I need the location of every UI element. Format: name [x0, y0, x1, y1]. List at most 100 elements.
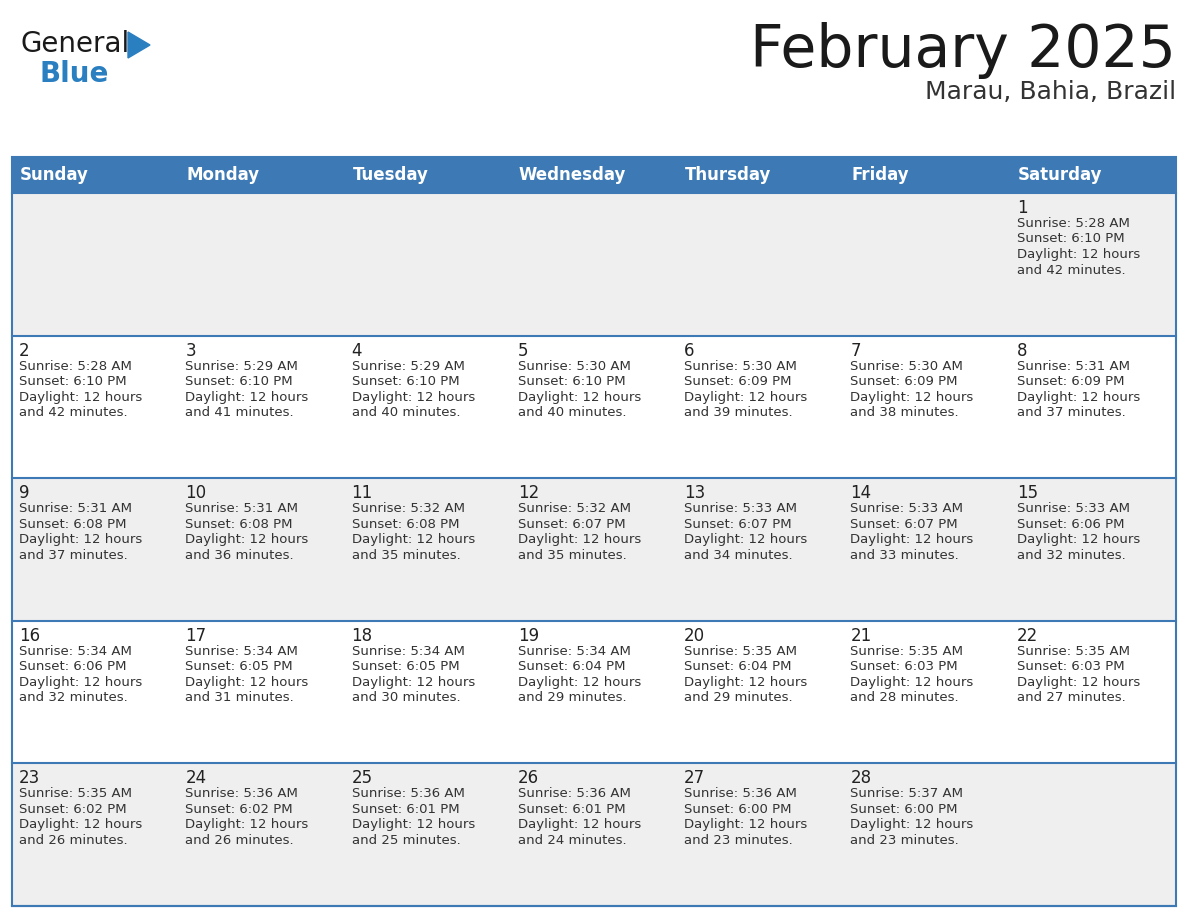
Text: Sunset: 6:10 PM: Sunset: 6:10 PM [185, 375, 293, 388]
Text: Sunrise: 5:36 AM: Sunrise: 5:36 AM [684, 788, 797, 800]
Text: Sunset: 6:00 PM: Sunset: 6:00 PM [851, 803, 958, 816]
Text: General: General [20, 30, 129, 58]
Text: Sunrise: 5:34 AM: Sunrise: 5:34 AM [518, 644, 631, 658]
Text: and 34 minutes.: and 34 minutes. [684, 549, 792, 562]
Text: Sunset: 6:09 PM: Sunset: 6:09 PM [851, 375, 958, 388]
Bar [12, 478, 1176, 621]
Text: 1: 1 [1017, 199, 1028, 217]
Text: 5: 5 [518, 341, 529, 360]
Text: and 28 minutes.: and 28 minutes. [851, 691, 959, 704]
Text: Sunset: 6:07 PM: Sunset: 6:07 PM [518, 518, 626, 531]
Text: Daylight: 12 hours: Daylight: 12 hours [352, 390, 475, 404]
Text: 20: 20 [684, 627, 706, 644]
Text: Daylight: 12 hours: Daylight: 12 hours [352, 533, 475, 546]
Text: Daylight: 12 hours: Daylight: 12 hours [684, 819, 808, 832]
Text: Sunrise: 5:35 AM: Sunrise: 5:35 AM [1017, 644, 1130, 658]
Text: and 27 minutes.: and 27 minutes. [1017, 691, 1125, 704]
Text: Sunrise: 5:30 AM: Sunrise: 5:30 AM [684, 360, 797, 373]
Text: 2: 2 [19, 341, 30, 360]
Text: and 39 minutes.: and 39 minutes. [684, 406, 792, 420]
Text: 23: 23 [19, 769, 40, 788]
Text: Daylight: 12 hours: Daylight: 12 hours [352, 676, 475, 688]
Text: Sunset: 6:09 PM: Sunset: 6:09 PM [1017, 375, 1124, 388]
Text: Sunrise: 5:30 AM: Sunrise: 5:30 AM [851, 360, 963, 373]
Text: Marau, Bahia, Brazil: Marau, Bahia, Brazil [925, 80, 1176, 104]
Text: Sunset: 6:07 PM: Sunset: 6:07 PM [684, 518, 791, 531]
Text: Sunrise: 5:34 AM: Sunrise: 5:34 AM [352, 644, 465, 658]
Text: Sunset: 6:03 PM: Sunset: 6:03 PM [1017, 660, 1124, 673]
Text: Sunrise: 5:33 AM: Sunrise: 5:33 AM [851, 502, 963, 515]
Text: 18: 18 [352, 627, 373, 644]
Text: 10: 10 [185, 484, 207, 502]
Text: Daylight: 12 hours: Daylight: 12 hours [1017, 676, 1140, 688]
Text: Daylight: 12 hours: Daylight: 12 hours [851, 819, 974, 832]
Text: Sunset: 6:01 PM: Sunset: 6:01 PM [352, 803, 460, 816]
Text: Sunday: Sunday [20, 166, 89, 184]
Text: and 29 minutes.: and 29 minutes. [684, 691, 792, 704]
Text: Sunrise: 5:29 AM: Sunrise: 5:29 AM [352, 360, 465, 373]
Bar [12, 157, 1176, 193]
Polygon shape [128, 32, 150, 58]
Text: Sunrise: 5:37 AM: Sunrise: 5:37 AM [851, 788, 963, 800]
Text: Sunset: 6:10 PM: Sunset: 6:10 PM [1017, 232, 1124, 245]
Text: and 37 minutes.: and 37 minutes. [19, 549, 128, 562]
Text: Sunrise: 5:36 AM: Sunrise: 5:36 AM [185, 788, 298, 800]
Text: Sunrise: 5:36 AM: Sunrise: 5:36 AM [518, 788, 631, 800]
Text: and 26 minutes.: and 26 minutes. [185, 834, 293, 847]
Text: 3: 3 [185, 341, 196, 360]
Text: and 41 minutes.: and 41 minutes. [185, 406, 293, 420]
Text: Sunset: 6:02 PM: Sunset: 6:02 PM [185, 803, 293, 816]
Text: 4: 4 [352, 341, 362, 360]
Text: and 40 minutes.: and 40 minutes. [352, 406, 460, 420]
Text: 8: 8 [1017, 341, 1028, 360]
Text: 11: 11 [352, 484, 373, 502]
Text: Blue: Blue [40, 60, 109, 88]
Text: Sunset: 6:09 PM: Sunset: 6:09 PM [684, 375, 791, 388]
Text: Sunset: 6:06 PM: Sunset: 6:06 PM [1017, 518, 1124, 531]
Text: Daylight: 12 hours: Daylight: 12 hours [19, 676, 143, 688]
Bar [12, 621, 1176, 764]
Text: Sunset: 6:10 PM: Sunset: 6:10 PM [19, 375, 127, 388]
Text: and 23 minutes.: and 23 minutes. [851, 834, 959, 847]
Text: Daylight: 12 hours: Daylight: 12 hours [1017, 390, 1140, 404]
Text: Sunrise: 5:32 AM: Sunrise: 5:32 AM [518, 502, 631, 515]
Text: February 2025: February 2025 [750, 22, 1176, 79]
Text: 19: 19 [518, 627, 539, 644]
Text: Daylight: 12 hours: Daylight: 12 hours [19, 819, 143, 832]
Text: and 32 minutes.: and 32 minutes. [1017, 549, 1125, 562]
Text: 9: 9 [19, 484, 30, 502]
Text: and 32 minutes.: and 32 minutes. [19, 691, 128, 704]
Text: and 23 minutes.: and 23 minutes. [684, 834, 792, 847]
Text: 6: 6 [684, 341, 695, 360]
Text: Daylight: 12 hours: Daylight: 12 hours [19, 533, 143, 546]
Text: Sunset: 6:08 PM: Sunset: 6:08 PM [352, 518, 459, 531]
Text: Sunrise: 5:33 AM: Sunrise: 5:33 AM [1017, 502, 1130, 515]
Text: Sunrise: 5:36 AM: Sunrise: 5:36 AM [352, 788, 465, 800]
Bar [12, 157, 1176, 906]
Text: and 31 minutes.: and 31 minutes. [185, 691, 295, 704]
Text: Daylight: 12 hours: Daylight: 12 hours [684, 390, 808, 404]
Text: Sunrise: 5:29 AM: Sunrise: 5:29 AM [185, 360, 298, 373]
Text: Sunset: 6:00 PM: Sunset: 6:00 PM [684, 803, 791, 816]
Text: and 40 minutes.: and 40 minutes. [518, 406, 626, 420]
Text: Sunrise: 5:31 AM: Sunrise: 5:31 AM [1017, 360, 1130, 373]
Text: Daylight: 12 hours: Daylight: 12 hours [518, 819, 642, 832]
Text: Sunset: 6:05 PM: Sunset: 6:05 PM [185, 660, 293, 673]
Text: Sunrise: 5:31 AM: Sunrise: 5:31 AM [185, 502, 298, 515]
Text: 28: 28 [851, 769, 872, 788]
Text: Sunset: 6:08 PM: Sunset: 6:08 PM [19, 518, 126, 531]
Text: Sunrise: 5:33 AM: Sunrise: 5:33 AM [684, 502, 797, 515]
Text: 12: 12 [518, 484, 539, 502]
Text: and 25 minutes.: and 25 minutes. [352, 834, 460, 847]
Text: Daylight: 12 hours: Daylight: 12 hours [851, 390, 974, 404]
Bar [12, 336, 1176, 478]
Bar [12, 193, 1176, 336]
Text: Daylight: 12 hours: Daylight: 12 hours [684, 533, 808, 546]
Text: Daylight: 12 hours: Daylight: 12 hours [185, 819, 309, 832]
Text: Daylight: 12 hours: Daylight: 12 hours [684, 676, 808, 688]
Text: Daylight: 12 hours: Daylight: 12 hours [851, 676, 974, 688]
Text: Sunrise: 5:32 AM: Sunrise: 5:32 AM [352, 502, 465, 515]
Text: Daylight: 12 hours: Daylight: 12 hours [352, 819, 475, 832]
Text: 17: 17 [185, 627, 207, 644]
Text: 7: 7 [851, 341, 861, 360]
